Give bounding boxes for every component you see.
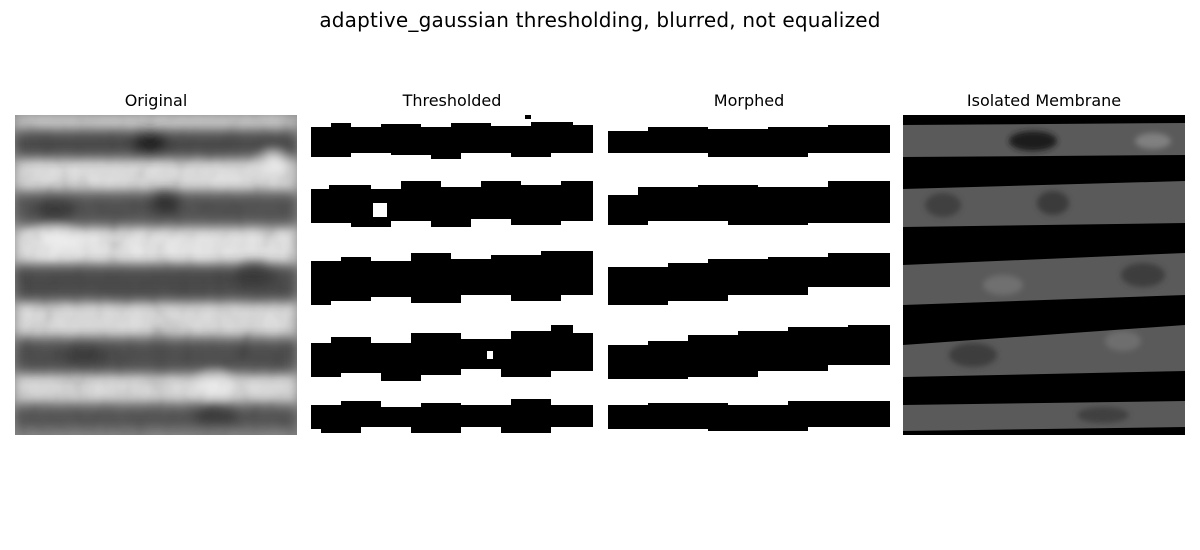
figure-suptitle: adaptive_gaussian thresholding, blurred,… [319,8,881,32]
panel-original-image [15,115,297,435]
thresholded-holes [373,203,493,359]
panel-title-original: Original [124,91,188,110]
panel-title-thresholded: Thresholded [402,91,502,110]
morphed-black-bands [608,125,890,431]
panel-isolated-membrane-image [903,115,1185,435]
thresholded-black-bands [311,122,593,433]
panel-morphed-image [608,115,890,435]
panel-title-morphed: Morphed [713,91,785,110]
panel-thresholded-image [311,115,593,435]
panel-title-isolated-membrane: Isolated Membrane [966,91,1122,110]
